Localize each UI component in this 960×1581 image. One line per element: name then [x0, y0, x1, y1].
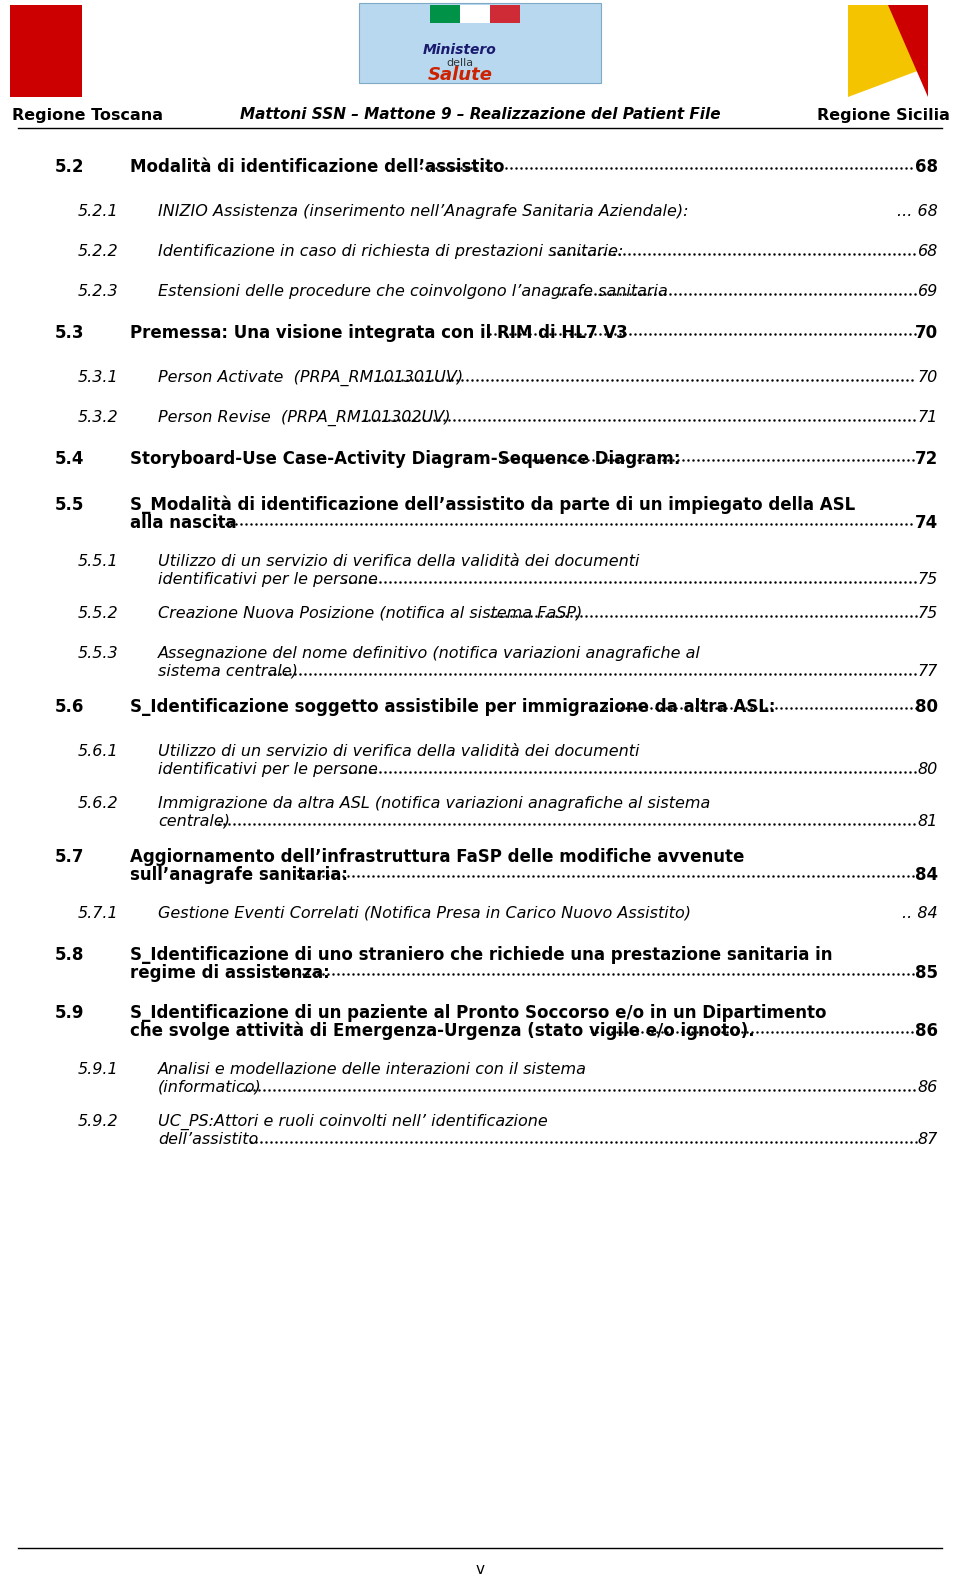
Text: S_Identificazione di uno straniero che richiede una prestazione sanitaria in: S_Identificazione di uno straniero che r… — [130, 945, 832, 964]
Text: 77: 77 — [918, 664, 938, 678]
Text: centrale): centrale) — [158, 814, 230, 828]
FancyBboxPatch shape — [460, 5, 490, 24]
Text: della: della — [446, 58, 473, 68]
Text: S_Identificazione di un paziente al Pronto Soccorso e/o in un Dipartimento: S_Identificazione di un paziente al Pron… — [130, 1004, 827, 1021]
Text: 74: 74 — [915, 514, 938, 531]
Text: 5.3.2: 5.3.2 — [78, 409, 119, 425]
Text: Creazione Nuova Posizione (notifica al sistema FaSP): Creazione Nuova Posizione (notifica al s… — [158, 606, 583, 621]
Text: 5.6.2: 5.6.2 — [78, 795, 119, 811]
Text: 75: 75 — [918, 606, 938, 621]
Text: v: v — [475, 1562, 485, 1576]
Text: che svolge attività di Emergenza-Urgenza (stato vigile e/o ignoto).: che svolge attività di Emergenza-Urgenza… — [130, 1021, 755, 1040]
Text: Aggiornamento dell’infrastruttura FaSP delle modifiche avvenute: Aggiornamento dell’infrastruttura FaSP d… — [130, 847, 744, 866]
Text: 5.2.1: 5.2.1 — [78, 204, 119, 220]
Text: Premessa: Una visione integrata con il RIM di HL7 V3: Premessa: Una visione integrata con il R… — [130, 324, 628, 341]
Text: 70: 70 — [918, 370, 938, 386]
Text: INIZIO Assistenza (inserimento nell’Anagrafe Sanitaria Aziendale):: INIZIO Assistenza (inserimento nell’Anag… — [158, 204, 688, 220]
Text: 5.4: 5.4 — [55, 451, 84, 468]
Text: 5.9.1: 5.9.1 — [78, 1062, 119, 1077]
Text: Utilizzo di un servizio di verifica della validità dei documenti: Utilizzo di un servizio di verifica dell… — [158, 745, 639, 759]
Text: Gestione Eventi Correlati (Notifica Presa in Carico Nuovo Assistito): Gestione Eventi Correlati (Notifica Pres… — [158, 906, 691, 922]
Text: alla nascita: alla nascita — [130, 514, 236, 531]
Text: 84: 84 — [915, 866, 938, 884]
Text: Estensioni delle procedure che coinvolgono l’anagrafe sanitaria: Estensioni delle procedure che coinvolgo… — [158, 285, 668, 299]
Text: Ministero: Ministero — [423, 43, 497, 57]
Text: UC_PS:Attori e ruoli coinvolti nell’ identificazione: UC_PS:Attori e ruoli coinvolti nell’ ide… — [158, 1115, 548, 1130]
Text: 5.7.1: 5.7.1 — [78, 906, 119, 922]
Text: 68: 68 — [918, 243, 938, 259]
Text: Regione Sicilia: Regione Sicilia — [817, 108, 950, 123]
Text: Assegnazione del nome definitivo (notifica variazioni anagrafiche al: Assegnazione del nome definitivo (notifi… — [158, 647, 701, 661]
Text: 5.6.1: 5.6.1 — [78, 745, 119, 759]
Text: sull’anagrafe sanitaria:: sull’anagrafe sanitaria: — [130, 866, 348, 884]
Text: S_Modalità di identificazione dell’assistito da parte di un impiegato della ASL: S_Modalità di identificazione dell’assis… — [130, 496, 855, 514]
Text: 86: 86 — [915, 1021, 938, 1040]
Text: 5.7: 5.7 — [55, 847, 84, 866]
Text: Storyboard-Use Case-Activity Diagram-Sequence Diagram:: Storyboard-Use Case-Activity Diagram-Seq… — [130, 451, 681, 468]
Text: 5.5.3: 5.5.3 — [78, 647, 119, 661]
Text: identificativi per le persone: identificativi per le persone — [158, 762, 378, 776]
Text: Identificazione in caso di richiesta di prestazioni sanitarie:: Identificazione in caso di richiesta di … — [158, 243, 623, 259]
Text: Mattoni SSN – Mattone 9 – Realizzazione del Patient File: Mattoni SSN – Mattone 9 – Realizzazione … — [240, 108, 720, 122]
Text: .. 84: .. 84 — [902, 906, 938, 922]
Text: regime di assistenza:: regime di assistenza: — [130, 964, 329, 982]
Text: 5.6: 5.6 — [55, 697, 84, 716]
Text: S_Identificazione soggetto assistibile per immigrazione da altra ASL:: S_Identificazione soggetto assistibile p… — [130, 697, 776, 716]
Text: 87: 87 — [918, 1132, 938, 1146]
Text: (informatico): (informatico) — [158, 1080, 262, 1096]
Text: 5.2.3: 5.2.3 — [78, 285, 119, 299]
Text: 75: 75 — [918, 572, 938, 587]
Text: 5.3.1: 5.3.1 — [78, 370, 119, 386]
Polygon shape — [848, 5, 928, 96]
Text: Utilizzo di un servizio di verifica della validità dei documenti: Utilizzo di un servizio di verifica dell… — [158, 553, 639, 569]
Text: dell’assistito: dell’assistito — [158, 1132, 258, 1146]
Text: 5.5.2: 5.5.2 — [78, 606, 119, 621]
Text: Person Activate  (PRPA_RM101301UV): Person Activate (PRPA_RM101301UV) — [158, 370, 463, 386]
FancyBboxPatch shape — [430, 5, 520, 24]
Text: 5.2: 5.2 — [55, 158, 84, 175]
FancyBboxPatch shape — [10, 5, 82, 96]
Text: Regione Toscana: Regione Toscana — [12, 108, 163, 123]
Text: Salute: Salute — [427, 66, 492, 84]
Text: 71: 71 — [918, 409, 938, 425]
Polygon shape — [888, 5, 928, 96]
Text: Analisi e modellazione delle interazioni con il sistema: Analisi e modellazione delle interazioni… — [158, 1062, 587, 1077]
Text: 80: 80 — [915, 697, 938, 716]
Text: 5.5: 5.5 — [55, 496, 84, 514]
Text: 85: 85 — [915, 964, 938, 982]
Text: 5.3: 5.3 — [55, 324, 84, 341]
Text: 5.9.2: 5.9.2 — [78, 1115, 119, 1129]
Text: 70: 70 — [915, 324, 938, 341]
Text: 80: 80 — [918, 762, 938, 776]
Text: 68: 68 — [915, 158, 938, 175]
Text: sistema centrale): sistema centrale) — [158, 664, 298, 678]
Text: 5.8: 5.8 — [55, 945, 84, 964]
Text: 86: 86 — [918, 1080, 938, 1096]
Text: Person Revise  (PRPA_RM101302UV): Person Revise (PRPA_RM101302UV) — [158, 409, 450, 427]
Text: Modalità di identificazione dell’assistito: Modalità di identificazione dell’assisti… — [130, 158, 505, 175]
Text: 69: 69 — [918, 285, 938, 299]
Text: ... 68: ... 68 — [898, 204, 938, 220]
FancyBboxPatch shape — [490, 5, 520, 24]
Text: 5.5.1: 5.5.1 — [78, 553, 119, 569]
Text: 81: 81 — [918, 814, 938, 828]
Text: 5.2.2: 5.2.2 — [78, 243, 119, 259]
Text: identificativi per le persone: identificativi per le persone — [158, 572, 378, 587]
Text: Immigrazione da altra ASL (notifica variazioni anagrafiche al sistema: Immigrazione da altra ASL (notifica vari… — [158, 795, 710, 811]
FancyBboxPatch shape — [359, 3, 601, 82]
Text: 5.9: 5.9 — [55, 1004, 84, 1021]
Text: 72: 72 — [915, 451, 938, 468]
